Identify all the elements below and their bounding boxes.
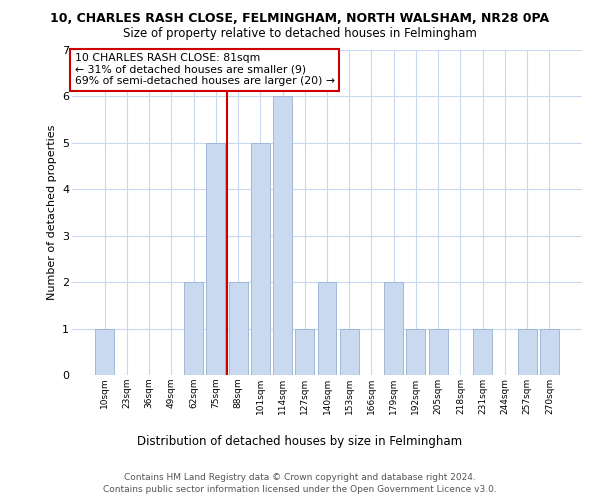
Bar [184,282,203,375]
Bar [340,328,359,375]
Bar [273,96,292,375]
Text: Distribution of detached houses by size in Felmingham: Distribution of detached houses by size … [137,435,463,448]
Bar [206,143,225,375]
Text: Size of property relative to detached houses in Felmingham: Size of property relative to detached ho… [123,28,477,40]
Bar [384,282,403,375]
Y-axis label: Number of detached properties: Number of detached properties [47,125,56,300]
Text: 10, CHARLES RASH CLOSE, FELMINGHAM, NORTH WALSHAM, NR28 0PA: 10, CHARLES RASH CLOSE, FELMINGHAM, NORT… [50,12,550,26]
Bar [317,282,337,375]
Bar [473,328,492,375]
Bar [429,328,448,375]
Bar [251,143,270,375]
Bar [295,328,314,375]
Text: Contains HM Land Registry data © Crown copyright and database right 2024.: Contains HM Land Registry data © Crown c… [124,472,476,482]
Bar [95,328,114,375]
Bar [406,328,425,375]
Text: Contains public sector information licensed under the Open Government Licence v3: Contains public sector information licen… [103,485,497,494]
Bar [229,282,248,375]
Text: 10 CHARLES RASH CLOSE: 81sqm
← 31% of detached houses are smaller (9)
69% of sem: 10 CHARLES RASH CLOSE: 81sqm ← 31% of de… [74,53,335,86]
Bar [518,328,536,375]
Bar [540,328,559,375]
